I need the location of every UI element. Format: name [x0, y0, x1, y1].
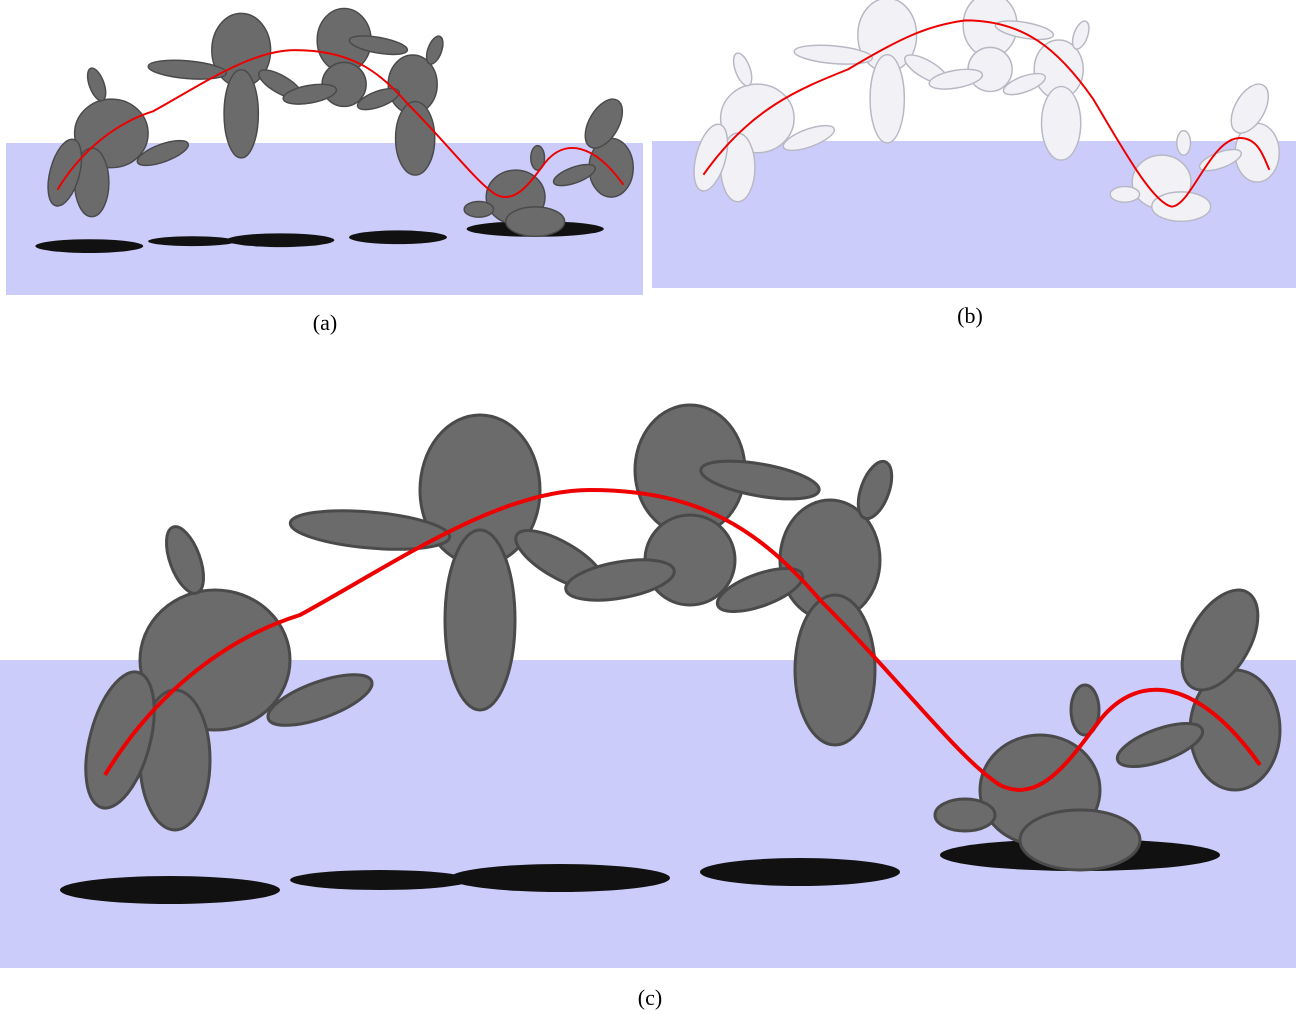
panel-a: (a)	[6, 8, 643, 335]
panel-c: (c)	[0, 405, 1296, 1010]
panel-b: (b)	[652, 0, 1296, 328]
caption: (b)	[957, 303, 983, 328]
caption: (a)	[313, 310, 337, 335]
caption: (c)	[638, 985, 662, 1010]
figure: (a) (b) (c)	[0, 0, 1296, 1014]
